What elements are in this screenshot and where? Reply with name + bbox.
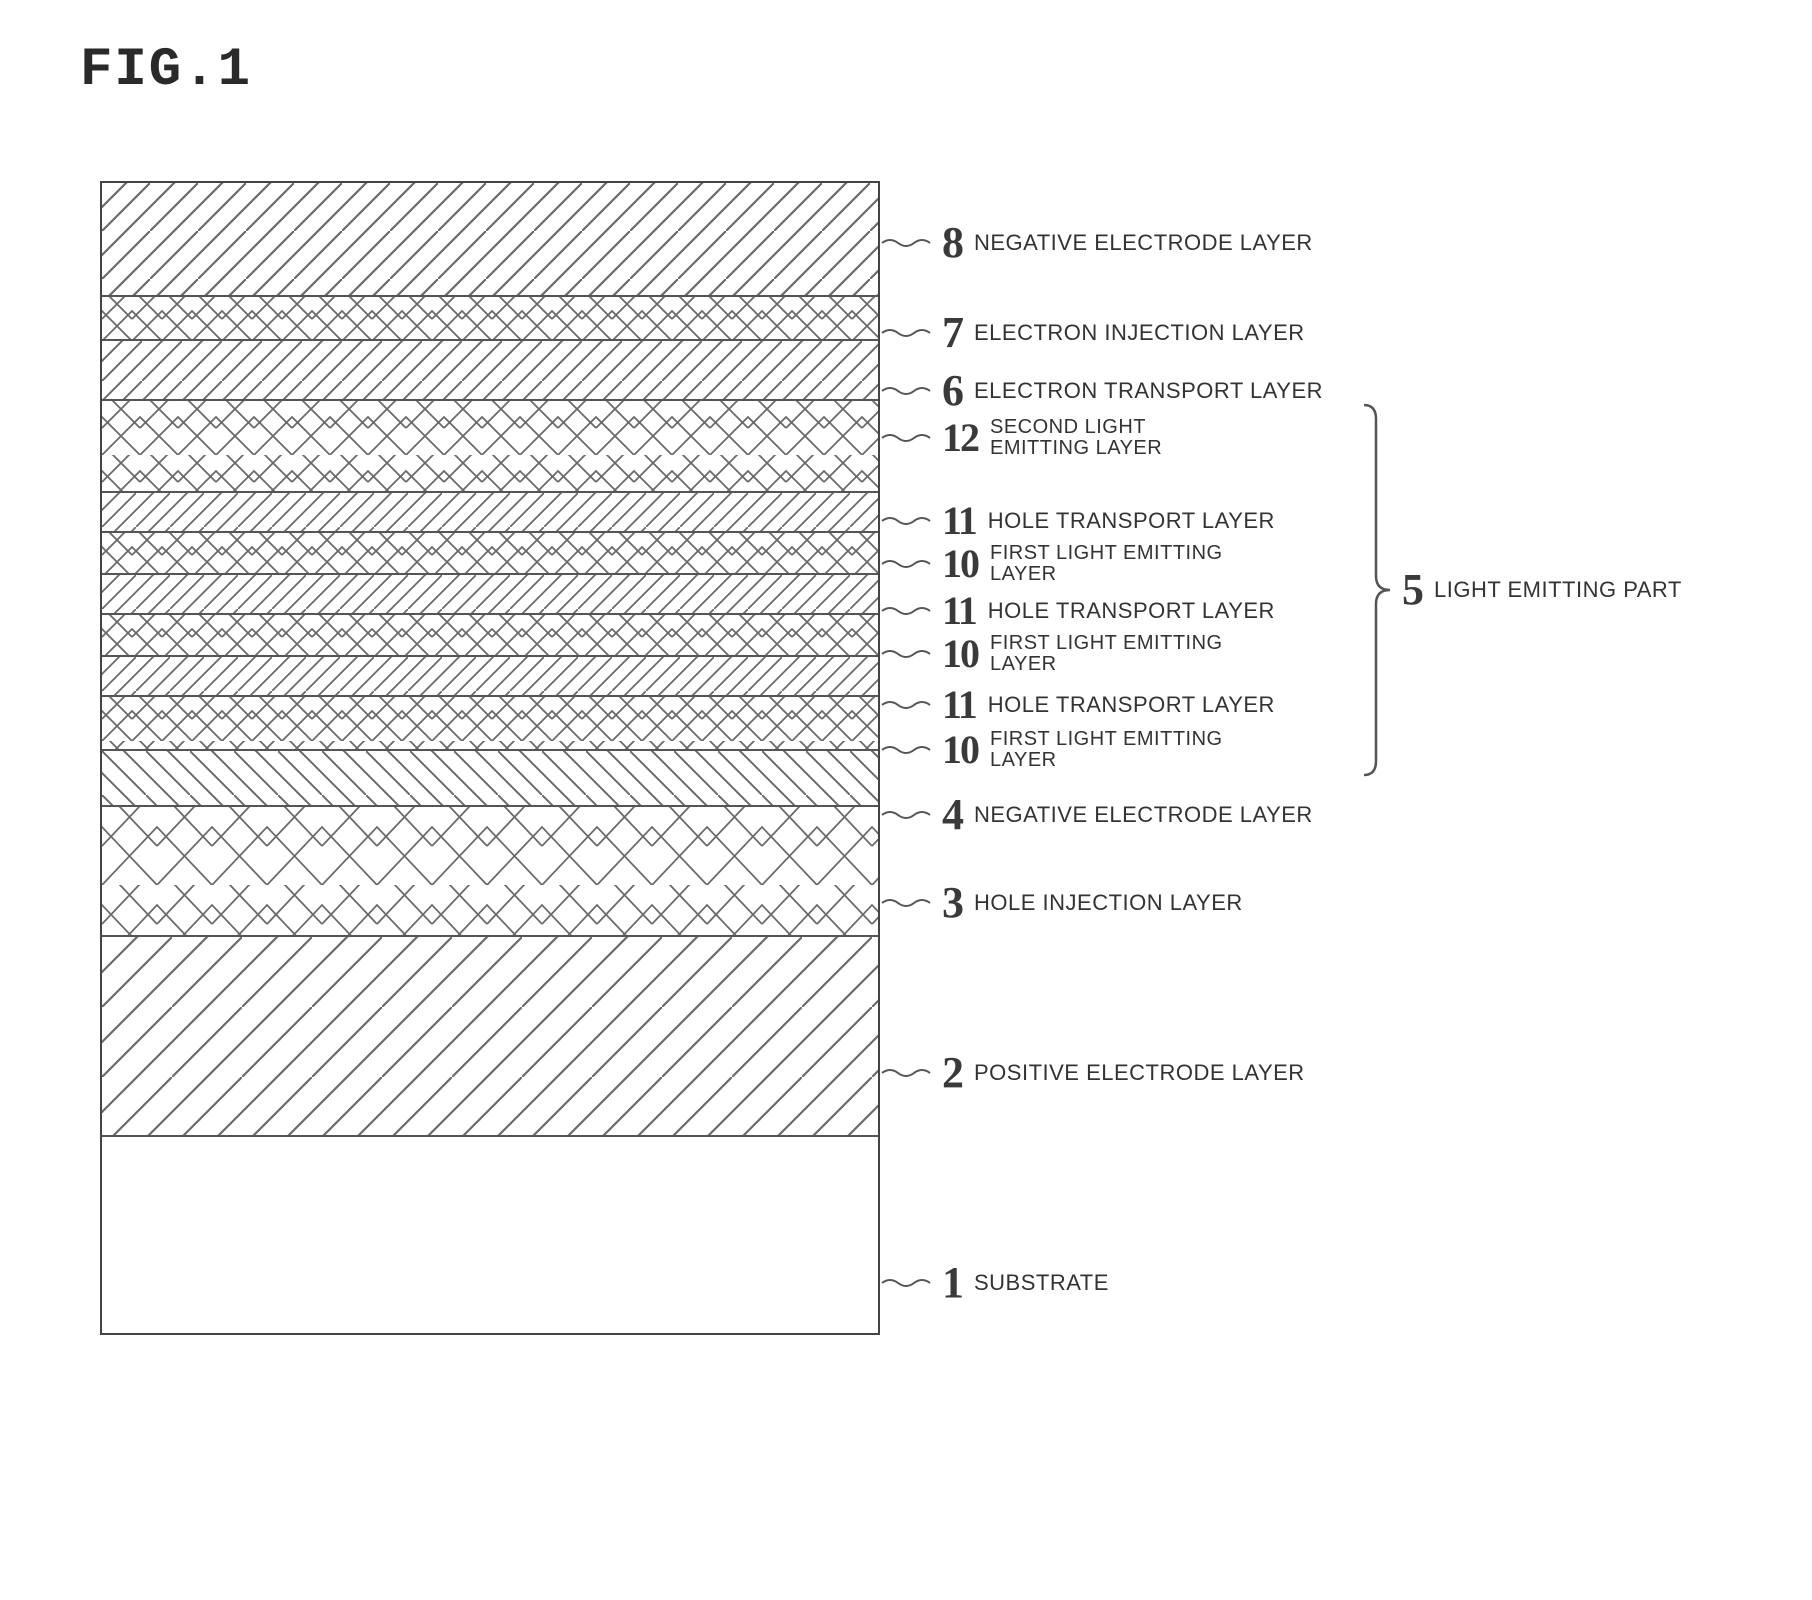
layer-number: 10 [942, 730, 978, 770]
layer-stack [100, 181, 880, 1335]
layer-neg2 [102, 183, 878, 295]
layer-label-text: NEGATIVE ELECTRODE LAYER [974, 230, 1313, 256]
group-number: 5 [1402, 568, 1422, 612]
layer-number: 2 [942, 1051, 962, 1095]
layer-einj [102, 295, 878, 339]
layer-label-text: FIRST LIGHT EMITTINGLAYER [990, 729, 1223, 771]
layer-hinj [102, 805, 878, 935]
figure-title: FIG.1 [80, 40, 1772, 101]
label-hinj: 3 HOLE INJECTION LAYER [880, 881, 1243, 925]
layer-number: 7 [942, 311, 962, 355]
layer-label-text: HOLE INJECTION LAYER [974, 890, 1243, 916]
label-neg2: 8 NEGATIVE ELECTRODE LAYER [880, 221, 1313, 265]
label-fle1: 10 FIRST LIGHT EMITTINGLAYER [880, 543, 1223, 585]
label-etran: 6 ELECTRON TRANSPORT LAYER [880, 369, 1323, 413]
diagram: 8 NEGATIVE ELECTRODE LAYER 7 ELECTRON INJEC… [100, 181, 1772, 1359]
layer-htl1 [102, 491, 878, 531]
layer-number: 6 [942, 369, 962, 413]
layer-fle3 [102, 695, 878, 749]
layer-label-text: FIRST LIGHT EMITTINGLAYER [990, 633, 1223, 675]
label-fle3: 10 FIRST LIGHT EMITTINGLAYER [880, 729, 1223, 771]
layer-number: 1 [942, 1261, 962, 1305]
label-fle2: 10 FIRST LIGHT EMITTINGLAYER [880, 633, 1223, 675]
layer-label-text: HOLE TRANSPORT LAYER [988, 692, 1275, 718]
layer-number: 12 [942, 418, 978, 458]
layer-number: 11 [942, 501, 976, 541]
layer-sle [102, 399, 878, 491]
label-column: 8 NEGATIVE ELECTRODE LAYER 7 ELECTRON INJEC… [880, 181, 1772, 1359]
layer-neg1 [102, 749, 878, 805]
layer-sub [102, 1135, 878, 1333]
layer-number: 4 [942, 793, 962, 837]
layer-number: 11 [942, 685, 976, 725]
layer-label-text: NEGATIVE ELECTRODE LAYER [974, 802, 1313, 828]
layer-etran [102, 339, 878, 399]
layer-number: 10 [942, 634, 978, 674]
layer-label-text: SUBSTRATE [974, 1270, 1109, 1296]
label-einj: 7 ELECTRON INJECTION LAYER [880, 311, 1305, 355]
layer-fle2 [102, 613, 878, 655]
layer-label-text: ELECTRON TRANSPORT LAYER [974, 378, 1323, 404]
layer-label-text: HOLE TRANSPORT LAYER [988, 508, 1275, 534]
layer-pos [102, 935, 878, 1135]
label-htl1: 11 HOLE TRANSPORT LAYER [880, 501, 1275, 541]
layer-label-text: FIRST LIGHT EMITTINGLAYER [990, 543, 1223, 585]
layer-number: 8 [942, 221, 962, 265]
label-htl3: 11 HOLE TRANSPORT LAYER [880, 685, 1275, 725]
layer-htl3 [102, 655, 878, 695]
layer-htl2 [102, 573, 878, 613]
layer-label-text: SECOND LIGHTEMITTING LAYER [990, 417, 1162, 459]
layer-fle1 [102, 531, 878, 573]
group-label: LIGHT EMITTING PART [1434, 577, 1682, 603]
layer-number: 3 [942, 881, 962, 925]
layer-label-text: HOLE TRANSPORT LAYER [988, 598, 1275, 624]
layer-number: 11 [942, 591, 976, 631]
layer-number: 10 [942, 544, 978, 584]
label-sub: 1 SUBSTRATE [880, 1261, 1109, 1305]
layer-label-text: POSITIVE ELECTRODE LAYER [974, 1060, 1305, 1086]
label-htl2: 11 HOLE TRANSPORT LAYER [880, 591, 1275, 631]
label-pos: 2 POSITIVE ELECTRODE LAYER [880, 1051, 1305, 1095]
layer-label-text: ELECTRON INJECTION LAYER [974, 320, 1305, 346]
light-emitting-part-bracket: 5 LIGHT EMITTING PART [1360, 403, 1682, 777]
label-sle: 12 SECOND LIGHTEMITTING LAYER [880, 417, 1162, 459]
label-neg1: 4 NEGATIVE ELECTRODE LAYER [880, 793, 1313, 837]
